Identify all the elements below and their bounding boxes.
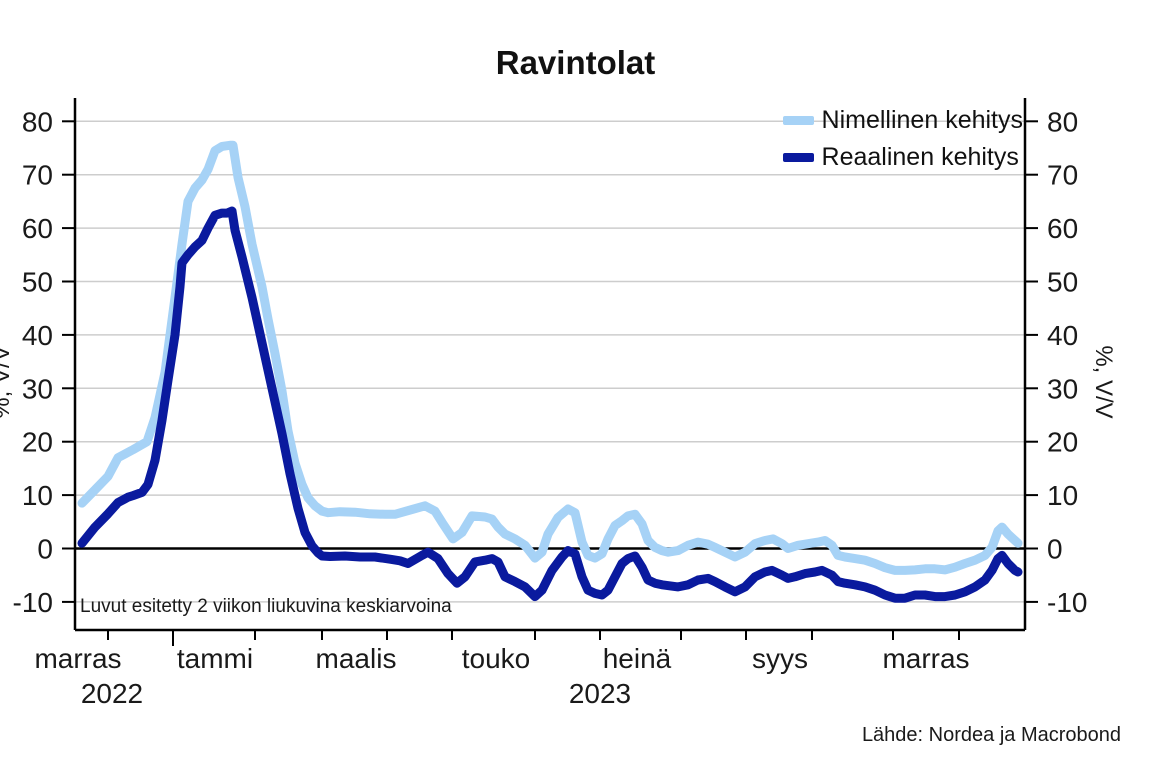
x-year-label: 2023 — [569, 678, 631, 709]
x-month-label: syys — [752, 643, 808, 674]
chart-title: Ravintolat — [495, 44, 656, 81]
y-tick-label-right: 60 — [1047, 213, 1078, 244]
x-month-label: touko — [462, 643, 531, 674]
y-tick-label-right: 40 — [1047, 320, 1078, 351]
y-tick-label-right: 80 — [1047, 106, 1078, 137]
y-tick-label-left: 0 — [37, 534, 53, 565]
legend-label-real: Reaalinen kehitys — [821, 143, 1019, 171]
y-tick-label-right: 20 — [1047, 427, 1078, 458]
y-tick-label-left: 20 — [22, 427, 53, 458]
legend-swatch-real — [782, 153, 814, 162]
chart-legend: Nimellinen kehitys Reaalinen kehitys — [782, 106, 1023, 172]
source-text: Lähde: Nordea ja Macrobond — [861, 724, 1121, 746]
footnote-annotation: Luvut esitetty 2 viikon liukuvina keskia… — [80, 596, 452, 617]
legend-item-real: Reaalinen kehitys — [782, 143, 1023, 172]
y-tick-label-right: 0 — [1047, 534, 1063, 565]
x-month-label: marras — [34, 643, 121, 674]
y-tick-label-right: -10 — [1047, 587, 1087, 618]
series-line-real — [77, 206, 1023, 603]
x-year-label: 2022 — [81, 678, 143, 709]
y-tick-label-right: 70 — [1047, 160, 1078, 191]
y-tick-label-left: 60 — [22, 213, 53, 244]
y-tick-label-left: -10 — [13, 587, 53, 618]
x-month-label: marras — [882, 643, 969, 674]
y-tick-label-left: 10 — [22, 480, 53, 511]
y-tick-label-right: 10 — [1047, 480, 1078, 511]
x-month-label: tammi — [177, 643, 253, 674]
y-tick-label-left: 50 — [22, 267, 53, 298]
x-month-label: heinä — [603, 643, 672, 674]
y-tick-label-left: 80 — [22, 106, 53, 137]
y-axis-unit-left: %, V/V — [0, 345, 15, 419]
y-tick-label-right: 50 — [1047, 267, 1078, 298]
y-tick-label-right: 30 — [1047, 373, 1078, 404]
x-month-label: maalis — [316, 643, 397, 674]
legend-item-nominal: Nimellinen kehitys — [782, 106, 1023, 135]
y-tick-label-left: 40 — [22, 320, 53, 351]
y-tick-label-left: 30 — [22, 373, 53, 404]
legend-swatch-nominal — [782, 116, 814, 125]
y-tick-label-left: 70 — [22, 160, 53, 191]
legend-label-nominal: Nimellinen kehitys — [821, 106, 1023, 134]
y-axis-unit-right: %, V/V — [1090, 345, 1117, 419]
series-line-nominal — [77, 140, 1023, 575]
